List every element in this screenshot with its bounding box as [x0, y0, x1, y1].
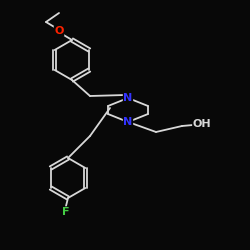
- Text: O: O: [54, 26, 64, 36]
- Text: N: N: [124, 117, 132, 127]
- Text: F: F: [62, 207, 70, 217]
- Text: OH: OH: [193, 119, 211, 129]
- Text: N: N: [124, 93, 132, 103]
